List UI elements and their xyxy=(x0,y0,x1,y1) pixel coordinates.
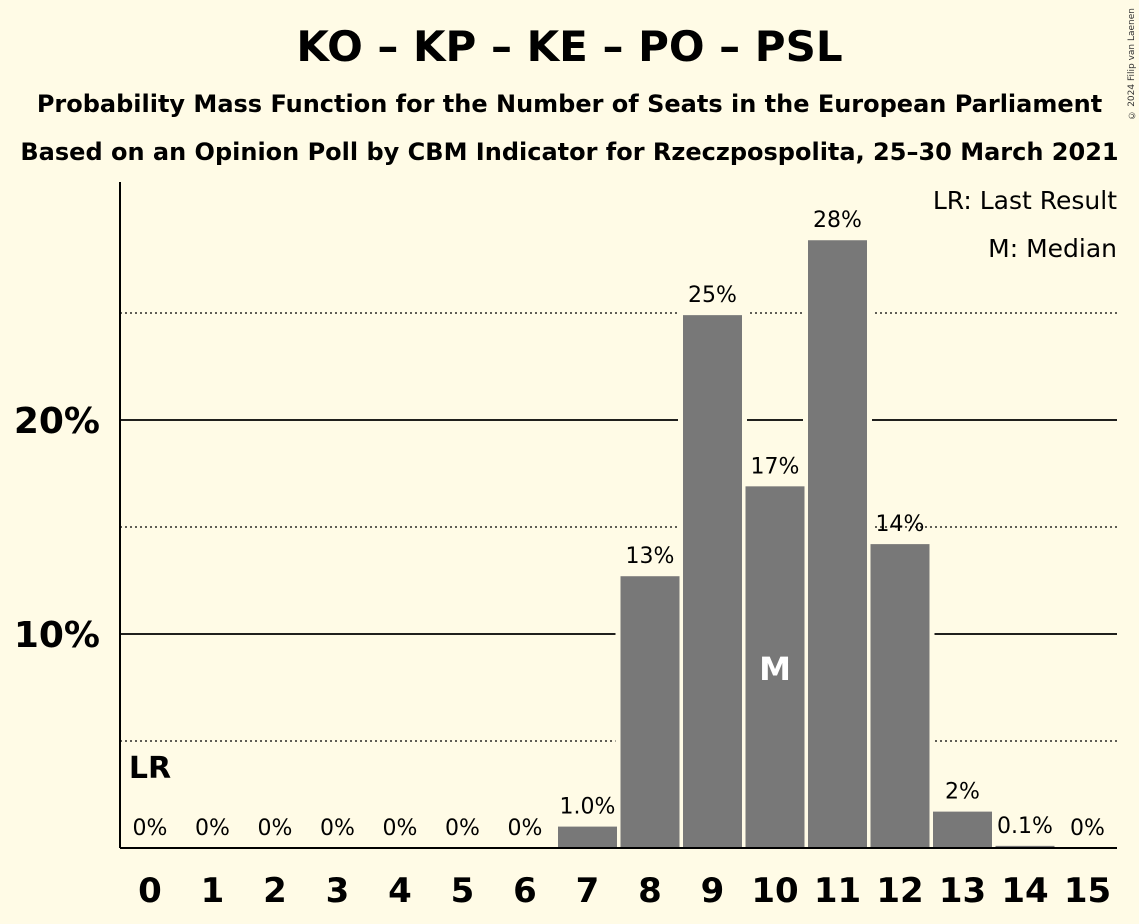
x-tick-label: 14 xyxy=(1001,871,1048,911)
data-label: 28% xyxy=(813,208,862,233)
bars xyxy=(553,235,1060,849)
data-label: 0% xyxy=(320,816,355,841)
y-tick-label: 20% xyxy=(14,401,100,442)
chart-subtitle-2: Based on an Opinion Poll by CBM Indicato… xyxy=(20,138,1119,166)
legend-median: M: Median xyxy=(988,234,1117,263)
x-tick-label: 2 xyxy=(263,871,287,911)
data-label: 0% xyxy=(133,816,168,841)
x-tick-label: 9 xyxy=(701,871,725,911)
data-label: 0% xyxy=(195,816,230,841)
data-label: 0.1% xyxy=(997,814,1053,839)
legend-last-result: LR: Last Result xyxy=(933,186,1117,215)
x-tick-label: 4 xyxy=(388,871,412,911)
bar-seat-8 xyxy=(620,576,680,848)
bar-seat-7 xyxy=(558,826,617,848)
data-label: 13% xyxy=(626,544,675,569)
x-tick-label: 11 xyxy=(814,871,861,911)
data-label: 25% xyxy=(688,283,737,308)
x-tick-label: 0 xyxy=(138,871,162,911)
data-label: 0% xyxy=(508,816,543,841)
data-label: 14% xyxy=(876,512,925,537)
x-tick-label: 3 xyxy=(326,871,350,911)
bar-seat-13 xyxy=(933,811,992,848)
y-tick-label: 10% xyxy=(14,615,100,656)
data-label: 17% xyxy=(751,454,800,479)
x-tick-label: 1 xyxy=(201,871,225,911)
x-tick-label: 8 xyxy=(638,871,662,911)
bar-seat-11 xyxy=(808,240,867,849)
chart-title: KO – KP – KE – PO – PSL xyxy=(296,22,843,71)
data-label: 2% xyxy=(945,780,980,805)
x-tick-label: 7 xyxy=(576,871,600,911)
data-label: 0% xyxy=(445,816,480,841)
x-tick-label: 12 xyxy=(876,871,923,911)
chart-subtitle-1: Probability Mass Function for the Number… xyxy=(36,90,1103,118)
bar-seat-14 xyxy=(995,845,1055,848)
x-tick-label: 6 xyxy=(513,871,537,911)
last-result-marker: LR xyxy=(129,751,171,786)
x-tick-label: 13 xyxy=(939,871,986,911)
x-tick-label: 15 xyxy=(1064,871,1111,911)
x-tick-label: 5 xyxy=(451,871,475,911)
data-label: 0% xyxy=(258,816,293,841)
axes xyxy=(119,182,1117,849)
bar-seat-12 xyxy=(870,544,930,848)
bar-seat-9 xyxy=(683,315,742,848)
data-label: 1.0% xyxy=(560,795,616,820)
bar-seat-10 xyxy=(745,486,805,848)
median-marker: M xyxy=(759,650,791,688)
bar-halo xyxy=(990,840,1060,848)
data-label: 0% xyxy=(383,816,418,841)
labels: 10%20%0%00%10%20%30%40%50%61.0%713%825%9… xyxy=(14,208,1111,911)
data-label: 0% xyxy=(1070,816,1105,841)
x-tick-label: 10 xyxy=(751,871,798,911)
